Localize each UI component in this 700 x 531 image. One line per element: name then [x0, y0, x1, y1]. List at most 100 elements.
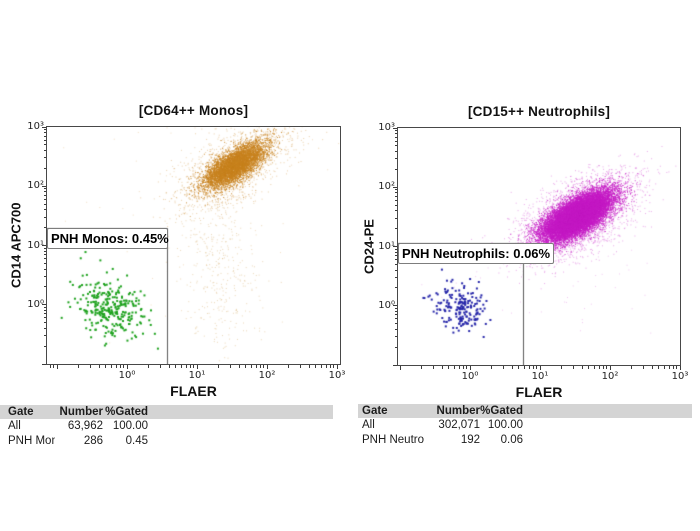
y-axis-tick	[394, 130, 397, 132]
y-tick-label: 10⁰	[378, 299, 395, 311]
stats-header-gated: %Gated	[480, 405, 523, 417]
x-axis-tick	[329, 365, 331, 368]
stats-cell-gated: 100.00	[112, 420, 148, 432]
y-axis-tick	[43, 157, 46, 159]
stats-header-gate: Gate	[8, 406, 34, 418]
x-axis-tick	[609, 366, 611, 370]
x-axis-tick	[588, 366, 590, 369]
y-axis-tick	[42, 185, 46, 187]
gate-label[interactable]: PNH Neutrophils: 0.06%	[398, 243, 555, 264]
x-axis-tick	[458, 366, 460, 369]
x-axis-tick	[229, 365, 231, 368]
y-axis-tick	[42, 304, 46, 306]
x-axis-tick	[185, 365, 187, 368]
y-axis-tick	[43, 268, 46, 270]
x-axis-tick	[651, 366, 653, 369]
y-axis-tick	[394, 328, 397, 330]
x-axis-tick	[602, 366, 604, 369]
x-axis-tick	[126, 365, 128, 369]
x-axis-tick	[453, 366, 455, 369]
y-axis-tick	[394, 195, 397, 197]
y-axis-tick	[43, 209, 46, 211]
x-axis-tick	[193, 365, 195, 368]
y-axis-tick	[43, 198, 46, 200]
x-axis-tick	[325, 365, 327, 368]
y-axis-tick	[43, 286, 46, 288]
y-axis-tick	[394, 248, 397, 250]
x-axis-tick	[336, 365, 338, 369]
stats-header-number: Number	[59, 406, 103, 418]
x-axis-tick	[466, 366, 468, 369]
x-axis-tick	[399, 366, 401, 370]
y-tick-label: 10¹	[378, 240, 395, 252]
y-axis-tick	[43, 275, 46, 277]
y-axis-tick	[43, 150, 46, 152]
y-axis-tick	[43, 144, 46, 146]
x-axis-tick	[110, 365, 112, 368]
x-axis-tick	[528, 366, 530, 369]
x-axis-tick	[441, 366, 443, 369]
y-axis-tick	[393, 246, 397, 247]
y-axis-tick	[43, 191, 46, 193]
x-axis-tick	[263, 365, 265, 368]
x-axis-tick	[606, 366, 608, 369]
x-axis-tick	[217, 365, 219, 368]
y-axis-tick	[393, 186, 397, 188]
x-axis-tick	[159, 365, 161, 368]
x-axis-tick	[180, 365, 182, 368]
y-axis-tick	[43, 135, 46, 137]
x-axis-tick	[238, 365, 240, 368]
x-axis-tick	[536, 366, 538, 369]
x-axis-tick	[663, 366, 665, 369]
x-axis-tick	[539, 366, 541, 370]
x-axis-tick	[119, 365, 121, 368]
y-tick-label: 10³	[27, 121, 44, 132]
x-axis-tick	[572, 366, 574, 369]
y-axis-tick	[43, 345, 46, 347]
y-axis-tick	[43, 194, 46, 196]
x-axis-tick	[462, 366, 464, 369]
x-axis-tick	[333, 365, 335, 368]
stats-header-gated: %Gated	[105, 406, 148, 418]
stats-row-pnh: PNH Neutrophils 192 0.06	[358, 433, 692, 448]
y-axis-tick	[43, 306, 46, 308]
x-axis-label: FLAER	[515, 384, 563, 400]
y-axis-tick	[394, 307, 397, 309]
y-axis-tick	[393, 127, 397, 129]
x-axis-tick	[115, 365, 117, 368]
x-axis-tick	[630, 366, 632, 369]
x-axis-tick	[502, 366, 504, 369]
x-axis-tick	[175, 365, 177, 368]
x-axis-tick	[511, 366, 513, 369]
x-axis-tick	[676, 366, 678, 369]
stats-header-gate: Gate	[362, 405, 388, 417]
x-axis-tick	[469, 366, 471, 370]
x-axis-label: FLAER	[170, 383, 217, 399]
y-axis-tick	[394, 269, 397, 271]
stats-header-number: Number	[436, 405, 480, 417]
x-axis-tick	[189, 365, 191, 368]
y-axis-tick	[43, 313, 46, 315]
y-axis-tick	[43, 327, 46, 329]
y-axis-tick	[43, 258, 46, 260]
x-tick-label: 10⁰	[461, 371, 479, 382]
stats-table: Gate Number %Gated All 302,071 100.00 PN…	[358, 404, 692, 448]
y-axis-tick	[42, 245, 46, 246]
gate-label[interactable]: PNH Monos: 0.45%	[47, 228, 169, 249]
y-axis-tick	[394, 346, 397, 348]
stats-table: Gate Number %Gated All 63,962 100.00 PNH…	[0, 405, 333, 449]
x-tick-label: 10³	[328, 370, 346, 381]
x-tick-label: 10¹	[188, 370, 206, 381]
x-tick-label: 10²	[258, 370, 276, 381]
y-axis-tick	[42, 363, 46, 365]
stats-table-header: Gate Number %Gated	[358, 404, 692, 418]
y-axis-tick	[394, 336, 397, 338]
y-axis-tick	[394, 210, 397, 212]
stats-cell-number: 192	[460, 434, 480, 446]
y-axis-tick	[42, 126, 46, 128]
stats-cell-number: 286	[83, 435, 103, 447]
y-axis-tick	[394, 259, 397, 261]
y-axis-tick	[394, 251, 397, 253]
x-tick-label: 10²	[601, 371, 619, 382]
